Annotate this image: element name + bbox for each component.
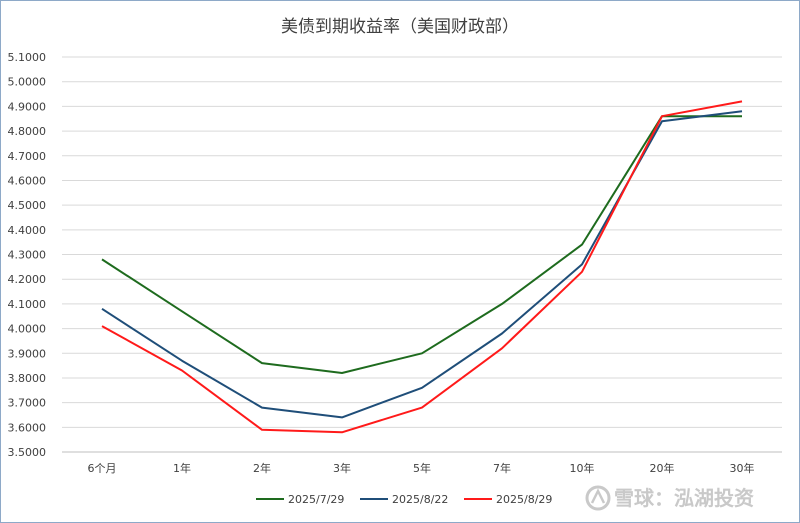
series-line-2025-8-29 (101, 100, 743, 434)
y-tick-label: 4.3000 (8, 249, 47, 262)
series-lines (101, 100, 743, 434)
series-line-2025-7-29 (101, 115, 742, 374)
y-tick-label: 4.6000 (8, 174, 47, 187)
y-tick-label: 4.5000 (8, 199, 47, 212)
x-tick-label: 7年 (493, 461, 511, 475)
x-tick-label: 20年 (650, 461, 675, 475)
x-tick-label: 5年 (413, 461, 431, 475)
x-tick-label: 1年 (173, 461, 191, 475)
snowball-logo-icon (585, 485, 611, 511)
grid-lines (62, 56, 782, 453)
y-tick-label: 4.8000 (8, 125, 47, 138)
watermark: 雪球：泓湖投资 (585, 485, 754, 511)
y-tick-label: 4.9000 (8, 100, 47, 113)
y-tick-label: 5.0000 (8, 76, 47, 89)
y-tick-label: 3.6000 (8, 421, 47, 434)
x-tick-label: 30年 (730, 461, 755, 475)
chart-title: 美债到期收益率（美国财政部） (281, 17, 519, 37)
y-tick-label: 3.8000 (8, 372, 47, 385)
y-tick-label: 4.0000 (8, 323, 47, 336)
x-tick-label: 10年 (570, 461, 595, 475)
series-line-2025-8-22 (101, 110, 743, 419)
y-tick-label: 4.2000 (8, 273, 47, 286)
y-tick-label: 3.7000 (8, 397, 47, 410)
legend-label: 2025/8/22 (392, 493, 448, 506)
y-tick-label: 5.1000 (8, 51, 47, 64)
legend-label: 2025/7/29 (288, 493, 344, 506)
y-tick-label: 4.1000 (8, 298, 47, 311)
y-tick-label: 4.4000 (8, 224, 47, 237)
y-tick-label: 3.9000 (8, 347, 47, 360)
x-tick-label: 6个月 (88, 462, 117, 475)
x-axis-ticks: 6个月 1年 2年 3年 5年 7年 10年 20年 30年 (88, 461, 755, 475)
y-axis-ticks: 3.5000 3.6000 3.7000 3.8000 3.9000 4.0000 4.10… (8, 51, 47, 459)
y-tick-label: 3.5000 (8, 446, 47, 459)
y-tick-label: 4.7000 (8, 150, 47, 163)
legend: 2025/7/29 2025/8/22 2025/8/29 (256, 493, 552, 506)
watermark-text: 雪球：泓湖投资 (614, 486, 754, 510)
legend-label: 2025/8/29 (496, 493, 552, 506)
x-tick-label: 3年 (333, 461, 351, 475)
x-tick-label: 2年 (253, 461, 271, 475)
